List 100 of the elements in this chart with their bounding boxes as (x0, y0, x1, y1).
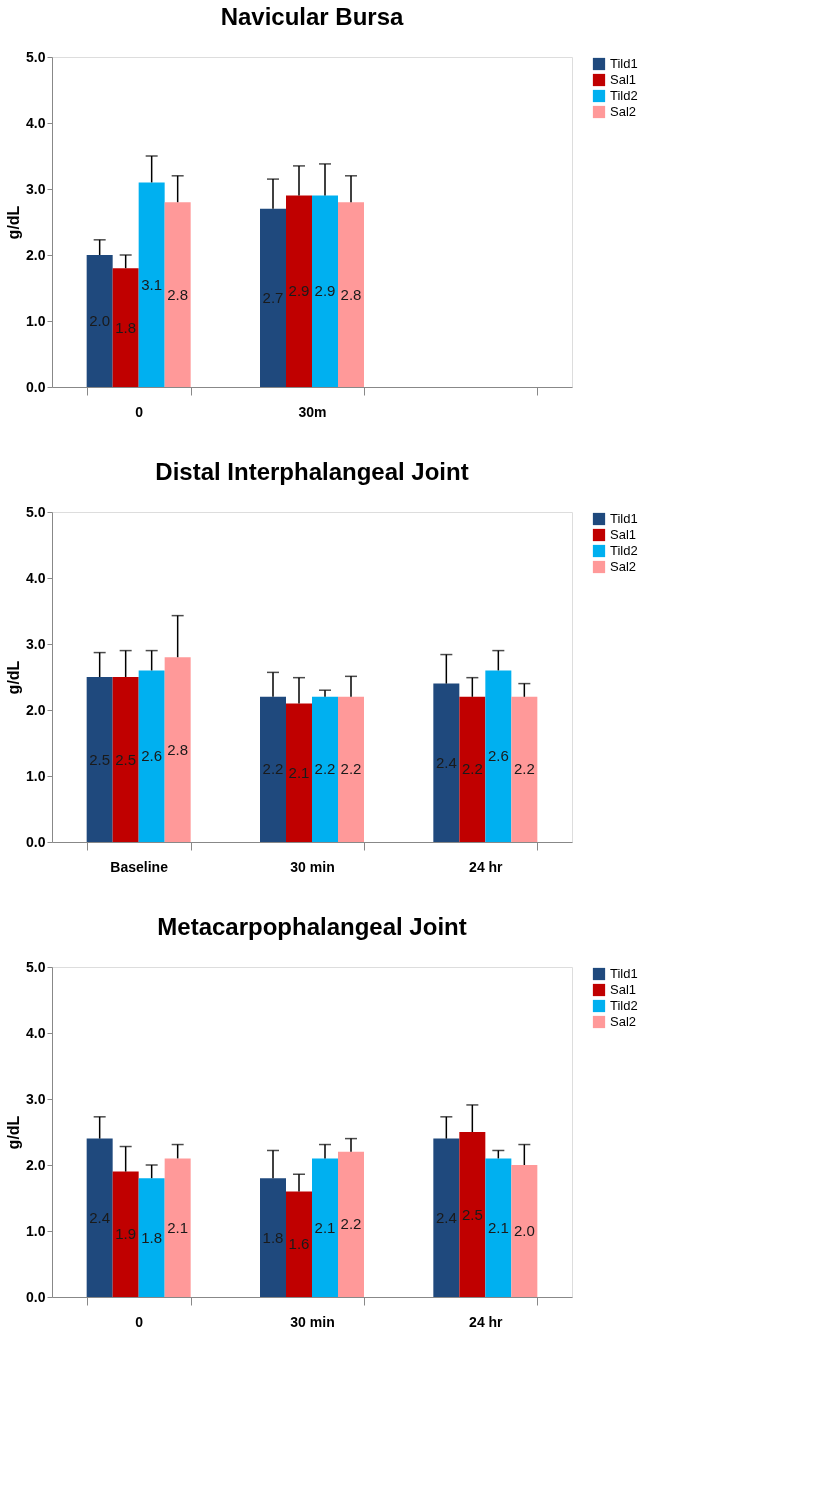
bar (286, 1191, 312, 1297)
bar (112, 677, 139, 842)
bar (164, 202, 191, 387)
bar (286, 703, 312, 842)
y-tick-label: 1.0 (26, 1222, 46, 1239)
x-tick-label: Baseline (110, 858, 169, 875)
data-label: 1.6 (288, 1235, 310, 1253)
bar (312, 1158, 338, 1297)
y-tick-label: 3.0 (26, 180, 46, 197)
bar (338, 1151, 364, 1297)
y-tick-label: 4.0 (26, 569, 46, 586)
data-label: 1.8 (141, 1228, 163, 1246)
x-tick-label: 30m (298, 403, 327, 420)
data-label: 2.6 (487, 747, 509, 765)
bar (286, 195, 312, 387)
y-tick-label: 4.0 (26, 114, 46, 131)
data-label: 2.6 (141, 747, 163, 765)
bar (511, 696, 538, 842)
bar (86, 677, 113, 842)
data-label: 1.9 (115, 1225, 137, 1243)
bar (312, 696, 338, 842)
bar (459, 696, 486, 842)
y-axis-title: g/dL (5, 1115, 23, 1150)
data-label: 2.2 (340, 760, 362, 778)
x-tick-label: 30 min (290, 858, 335, 875)
y-tick-label: 4.0 (26, 1024, 46, 1041)
data-label: 2.8 (167, 740, 189, 758)
bar (433, 683, 460, 842)
bar (338, 202, 364, 387)
bar (164, 657, 191, 842)
x-tick-label: 30 min (290, 1313, 335, 1330)
data-label: 2.4 (435, 753, 457, 771)
data-label: 2.2 (340, 1215, 362, 1233)
y-tick-label: 2.0 (26, 246, 46, 263)
x-tick-label: 24 hr (469, 858, 504, 875)
bar (112, 1171, 139, 1297)
data-label: 2.2 (513, 760, 535, 778)
y-axis-title: g/dL (5, 660, 23, 695)
bar (164, 1158, 191, 1297)
x-tick-label: 24 hr (469, 1313, 504, 1330)
data-label: 2.8 (167, 285, 189, 303)
bar (138, 670, 165, 842)
data-label: 1.8 (115, 318, 137, 336)
bar (260, 208, 286, 387)
y-tick-label: 2.0 (26, 1156, 46, 1173)
y-tick-label: 0.0 (26, 1288, 46, 1305)
data-label: 2.7 (262, 288, 284, 306)
y-axis-title: g/dL (5, 205, 23, 240)
data-label: 2.1 (167, 1218, 189, 1236)
bar (260, 1178, 286, 1297)
y-tick-label: 5.0 (26, 503, 46, 520)
data-label: 2.2 (262, 760, 284, 778)
y-tick-label: 0.0 (26, 378, 46, 395)
y-tick-label: 0.0 (26, 833, 46, 850)
data-label: 2.9 (288, 282, 310, 300)
legend-label: Tild2 (610, 998, 638, 1013)
data-label: 2.4 (89, 1208, 111, 1226)
legend-label: Sal2 (610, 559, 637, 574)
bar (511, 1165, 538, 1297)
data-label: 2.2 (314, 760, 336, 778)
legend-label: Sal1 (610, 72, 637, 87)
legend-label: Tild2 (610, 88, 638, 103)
data-label: 2.1 (487, 1218, 509, 1236)
legend-label: Sal1 (610, 527, 637, 542)
bar (459, 1132, 486, 1297)
bar (112, 268, 139, 387)
legend-label: Sal2 (610, 1014, 637, 1029)
bar (485, 670, 512, 842)
data-label: 2.0 (513, 1222, 535, 1239)
bar (312, 195, 338, 387)
bar (138, 1178, 165, 1297)
bar (433, 1138, 460, 1297)
data-label: 2.5 (461, 1205, 483, 1223)
data-label: 2.1 (314, 1218, 336, 1236)
legend-label: Tild1 (610, 56, 638, 71)
data-label: 2.4 (435, 1208, 457, 1226)
bar (338, 696, 364, 842)
data-label: 2.5 (115, 750, 137, 768)
data-label: 2.5 (89, 750, 111, 768)
bar (138, 182, 165, 387)
data-label: 2.9 (314, 282, 336, 300)
bar (485, 1158, 512, 1297)
data-label: 2.8 (340, 285, 362, 303)
legend-label: Tild1 (610, 511, 638, 526)
legend-label: Tild2 (610, 543, 638, 558)
data-label: 3.1 (141, 275, 163, 293)
y-tick-label: 5.0 (26, 958, 46, 975)
y-tick-label: 1.0 (26, 312, 46, 329)
y-tick-label: 1.0 (26, 767, 46, 784)
data-label: 2.2 (461, 760, 483, 778)
legend-label: Tild1 (610, 966, 638, 981)
legend-label: Sal2 (610, 104, 637, 119)
legend-label: Sal1 (610, 982, 637, 997)
y-tick-label: 3.0 (26, 1090, 46, 1107)
y-tick-label: 5.0 (26, 48, 46, 65)
bar (86, 1138, 113, 1297)
x-tick-label: 0 (135, 1313, 144, 1330)
bar (260, 696, 286, 842)
data-label: 2.1 (288, 763, 310, 781)
chart-title: Metacarpophalangeal Joint (157, 913, 467, 940)
